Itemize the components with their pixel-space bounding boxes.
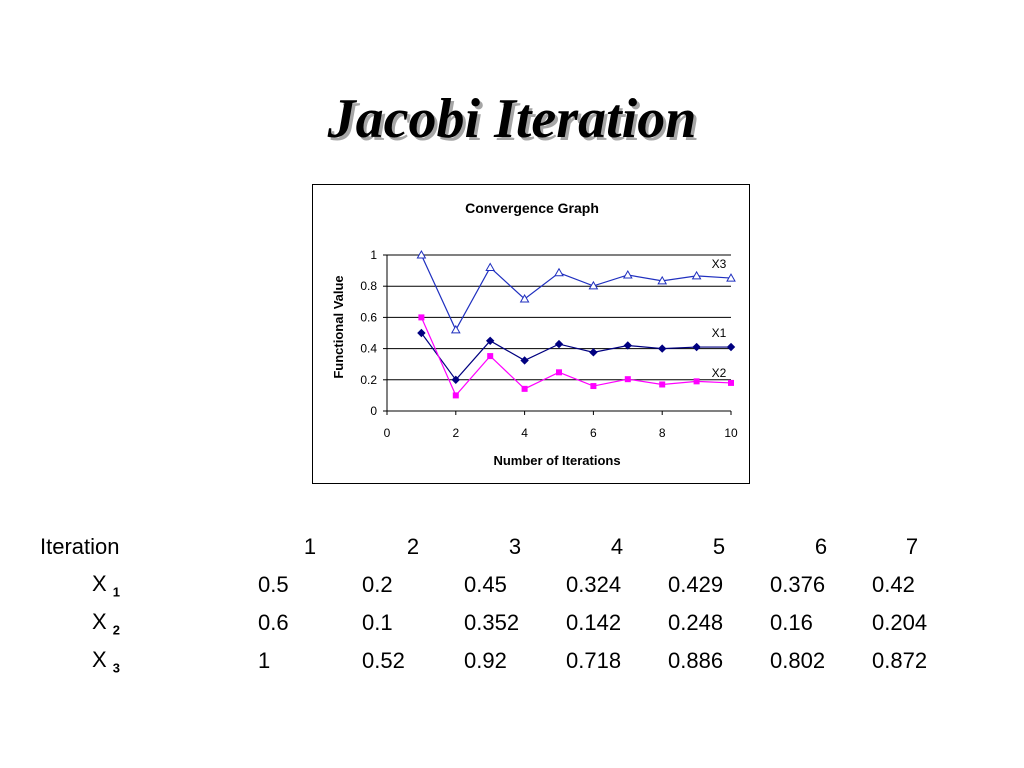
row-label: X 3 bbox=[40, 642, 258, 680]
row-label-subscript: 3 bbox=[112, 660, 121, 676]
data-point-x2 bbox=[487, 353, 494, 360]
column-header: 3 bbox=[508, 534, 522, 559]
x-axis-label: Number of Iterations bbox=[493, 453, 620, 468]
table-cell: 0.142 bbox=[566, 610, 622, 635]
x-tick-label: 2 bbox=[452, 426, 459, 440]
data-point-x3 bbox=[450, 324, 461, 334]
series-label-x2: X2 bbox=[712, 366, 727, 380]
data-point-x3 bbox=[726, 273, 736, 282]
table-cell: 0.1 bbox=[362, 610, 393, 635]
table-cell: 0.52 bbox=[362, 648, 405, 673]
data-point-x3 bbox=[588, 280, 599, 290]
column-header: 1 bbox=[303, 534, 317, 559]
data-point-x2 bbox=[659, 381, 666, 388]
x-tick-label: 4 bbox=[521, 426, 528, 440]
table-cell: 0.718 bbox=[566, 648, 622, 673]
data-point-x2 bbox=[418, 314, 425, 321]
y-tick-label: 0.8 bbox=[360, 279, 377, 293]
x-tick-label: 8 bbox=[659, 426, 666, 440]
table-cell: 0.5 bbox=[258, 572, 289, 597]
data-point-x3 bbox=[657, 275, 668, 285]
series-label-x3: X3 bbox=[712, 257, 727, 271]
data-point-x3 bbox=[554, 267, 564, 277]
data-point-x2 bbox=[624, 376, 631, 383]
table-cell: 0.16 bbox=[770, 610, 813, 635]
data-point-x2 bbox=[728, 379, 734, 386]
y-axis-label: Functional Value bbox=[331, 275, 346, 378]
data-point-x1 bbox=[692, 342, 701, 352]
table-cell: 0.92 bbox=[464, 648, 507, 673]
data-point-x2 bbox=[590, 383, 597, 390]
data-point-x2 bbox=[452, 392, 459, 399]
data-point-x1 bbox=[417, 328, 426, 338]
table-cell: 0.42 bbox=[872, 572, 915, 597]
table-cell: 0.376 bbox=[770, 572, 826, 597]
column-header: 7 bbox=[905, 534, 919, 559]
convergence-chart: Convergence Graph 0 0.2 0.4 0.6 0.8 1 0 2 4 6 8 10 Nu… bbox=[312, 184, 750, 484]
y-tick-label: 0.6 bbox=[360, 310, 377, 324]
table-cell: 0.872 bbox=[872, 648, 928, 673]
data-point-x2 bbox=[556, 369, 562, 376]
table-cell: 0.324 bbox=[566, 572, 622, 597]
table-row: X 2 0.6 0.1 0.352 0.142 0.248 0.16 0.204 bbox=[40, 604, 952, 642]
data-point-x2 bbox=[521, 385, 528, 392]
row-label-subscript: 2 bbox=[112, 622, 121, 638]
data-point-x1 bbox=[623, 341, 633, 350]
data-point-x1 bbox=[657, 344, 667, 353]
column-header: 6 bbox=[814, 534, 828, 559]
series-line-x1 bbox=[420, 332, 731, 381]
data-point-x1 bbox=[485, 336, 495, 346]
row-label-name: X bbox=[92, 608, 113, 634]
series-line-x3 bbox=[420, 254, 732, 332]
data-point-x3 bbox=[622, 269, 633, 279]
y-tick-label: 0.4 bbox=[360, 342, 377, 356]
table-row: X 3 1 0.52 0.92 0.718 0.886 0.802 0.872 bbox=[40, 642, 952, 680]
data-point-x1 bbox=[589, 348, 598, 357]
x-tick-label: 6 bbox=[590, 426, 597, 440]
data-point-x3 bbox=[485, 262, 496, 271]
data-point-x1 bbox=[554, 339, 564, 349]
y-tick-label: 1 bbox=[370, 248, 377, 262]
data-point-x1 bbox=[726, 342, 736, 352]
table-cell: 0.2 bbox=[362, 572, 393, 597]
y-tick-label: 0 bbox=[370, 404, 377, 418]
row-label: X 2 bbox=[40, 604, 258, 642]
y-tick-label: 0.2 bbox=[360, 373, 377, 387]
column-header: 5 bbox=[712, 534, 726, 559]
chart-title: Convergence Graph bbox=[465, 200, 599, 216]
table-cell: 0.886 bbox=[668, 648, 724, 673]
x-tick-label: 0 bbox=[384, 426, 391, 440]
table-cell: 0.248 bbox=[668, 610, 724, 635]
table-cell: 0.204 bbox=[872, 610, 928, 635]
data-point-x2 bbox=[693, 378, 700, 385]
table-cell: 0.6 bbox=[258, 610, 289, 635]
x-tick-label: 10 bbox=[724, 426, 738, 440]
series-line-x2 bbox=[420, 317, 732, 397]
row-label: X 1 bbox=[40, 566, 258, 604]
table-cell: 1 bbox=[258, 648, 271, 673]
data-point-x3 bbox=[416, 249, 427, 259]
header-label: Iteration bbox=[40, 534, 120, 559]
table-cell: 0.429 bbox=[668, 572, 724, 597]
data-point-x3 bbox=[519, 293, 530, 303]
table-cell: 0.45 bbox=[464, 572, 507, 597]
column-header: 2 bbox=[406, 534, 420, 559]
series-label-x1: X1 bbox=[712, 326, 727, 340]
row-label-name: X bbox=[92, 570, 113, 596]
data-point-x1 bbox=[520, 356, 529, 365]
data-point-x1 bbox=[451, 375, 461, 385]
data-point-x3 bbox=[691, 270, 702, 280]
table-header-row: Iteration 1 2 3 4 5 6 7 bbox=[40, 528, 952, 566]
table-row: X 1 0.5 0.2 0.45 0.324 0.429 0.376 0.42 bbox=[40, 566, 952, 604]
row-label-name: X bbox=[92, 646, 113, 672]
slide-title: Jacobi Iteration bbox=[327, 88, 697, 150]
table-cell: 0.802 bbox=[770, 648, 826, 673]
column-header: 4 bbox=[610, 534, 624, 559]
row-label-subscript: 1 bbox=[112, 584, 121, 600]
table-cell: 0.352 bbox=[464, 610, 520, 635]
